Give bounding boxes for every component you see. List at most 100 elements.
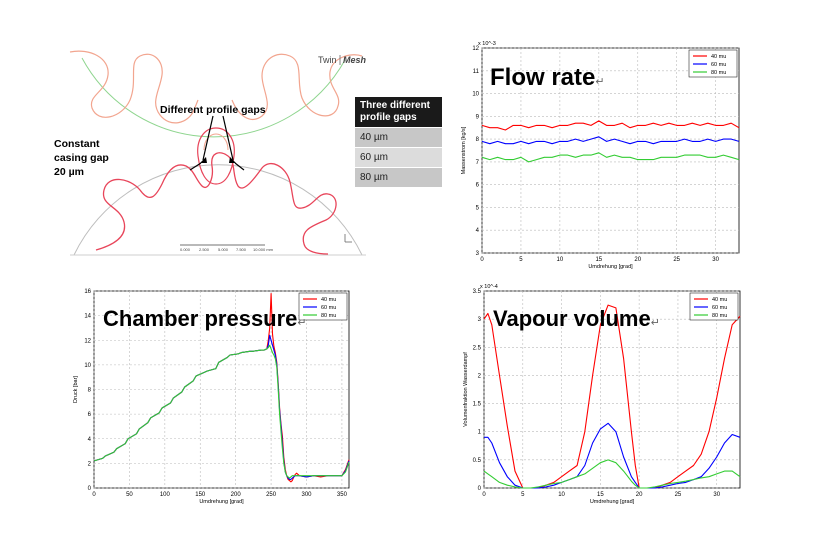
table-row-80: 80 µm	[355, 167, 442, 187]
vapour-y-tick-label: 0	[478, 486, 482, 492]
flow-legend-label: 40 mu	[711, 54, 726, 60]
lower-rotor-profile	[95, 152, 337, 255]
pressure-x-tick-label: 350	[337, 492, 348, 498]
pressure-x-tick-label: 0	[92, 492, 96, 498]
pressure-x-tick-label: 300	[301, 492, 312, 498]
casing-arc-green	[81, 57, 346, 138]
vapour-x-tick-label: 15	[597, 492, 604, 498]
vapour-legend-label: 60 mu	[712, 305, 727, 311]
vapour-x-tick-label: 0	[482, 492, 486, 498]
pressure-series-60-mu	[93, 334, 350, 480]
pressure-y-tick-label: 2	[88, 461, 92, 467]
flow-y-tick-label: 5	[476, 205, 480, 211]
pressure-series-80-mu	[93, 344, 350, 479]
vapour-x-tick-label: 25	[675, 492, 682, 498]
vapour-y-tick-label: 2	[478, 373, 482, 379]
vapour-x-tick-label: 20	[636, 492, 643, 498]
scale-bar: 0.000 2.500 5.000 7.500 10.000 mm	[180, 244, 274, 252]
vapour-y-exponent: x 10^-4	[480, 284, 498, 290]
flow-x-tick-label: 30	[712, 257, 719, 263]
arrow-head-right	[229, 157, 236, 163]
vapour-x-axis-label: Umdrehung [grad]	[590, 499, 635, 505]
flow-y-tick-label: 6	[476, 183, 480, 189]
title-chamber-pressure: Chamber pressure↵	[103, 306, 307, 332]
table-row-40: 40 µm	[355, 127, 442, 147]
label-profile-gaps: Different profile gaps	[160, 104, 266, 116]
vapour-y-tick-label: 2.5	[473, 345, 482, 351]
vapour-series-60-mu	[484, 422, 741, 489]
vapour-y-tick-label: 3	[478, 317, 482, 323]
scale-label-0: 0.000	[180, 247, 191, 252]
flow-y-tick-label: 7	[476, 160, 480, 166]
flow-y-tick-label: 3	[476, 251, 480, 257]
vapour-x-tick-label: 30	[713, 492, 720, 498]
table-header-line2: profile gaps	[360, 112, 417, 123]
pressure-y-tick-label: 16	[84, 289, 91, 295]
flow-series-60-mu	[481, 136, 740, 145]
profile-gap-arrows	[189, 115, 245, 171]
axis-triad-icon	[344, 234, 352, 243]
vapour-legend-label: 80 mu	[712, 313, 727, 319]
flow-x-tick-label: 10	[557, 257, 564, 263]
casing-arc-grey	[73, 164, 363, 256]
flow-x-axis-label: Umdrehung [grad]	[588, 264, 633, 270]
pressure-y-axis-label: Druck [bar]	[73, 376, 79, 403]
vapour-legend-label: 40 mu	[712, 297, 727, 303]
flow-x-tick-label: 0	[480, 257, 484, 263]
vapour-legend-box	[689, 292, 739, 321]
table-row-60: 60 µm	[355, 147, 442, 167]
pressure-x-tick-label: 50	[126, 492, 133, 498]
flow-x-tick-label: 5	[519, 257, 523, 263]
pressure-x-tick-label: 250	[266, 492, 277, 498]
pressure-x-tick-label: 150	[195, 492, 206, 498]
vapour-y-tick-label: 3.5	[473, 289, 482, 295]
flow-y-tick-label: 10	[472, 92, 479, 98]
scale-label-2: 5.000	[218, 247, 229, 252]
paragraph-mark: ↵	[595, 76, 605, 88]
scale-label-4: 10.000 mm	[253, 247, 274, 252]
vapour-x-tick-label: 10	[558, 492, 565, 498]
pressure-x-tick-label: 200	[231, 492, 242, 498]
flow-series-80-mu	[481, 152, 740, 163]
twinmesh-logo-mesh: Mesh	[343, 55, 367, 65]
scale-label-3: 7.500	[236, 247, 247, 252]
flow-x-tick-label: 25	[673, 257, 680, 263]
pressure-y-tick-label: 12	[84, 338, 91, 344]
flow-y-tick-label: 4	[476, 228, 480, 234]
pressure-legend-label: 40 mu	[321, 297, 336, 303]
pressure-y-tick-label: 6	[88, 412, 92, 418]
vapour-series-40-mu	[483, 304, 741, 489]
flow-y-tick-label: 9	[476, 114, 480, 120]
upper-rotor-lobes	[69, 50, 363, 124]
scale-label-1: 2.500	[199, 247, 210, 252]
profile-gap-table-header: Three different profile gaps	[355, 97, 442, 127]
flow-x-tick-label: 15	[595, 257, 602, 263]
flow-series-40-mu	[481, 120, 740, 131]
pressure-y-tick-label: 0	[88, 486, 92, 492]
vapour-y-tick-label: 1.5	[473, 402, 482, 408]
title-chamber-pressure-text: Chamber pressure	[103, 306, 298, 331]
vapour-x-tick-label: 5	[521, 492, 525, 498]
label-casing-gap-line3: 20 µm	[54, 166, 84, 178]
pressure-y-tick-label: 8	[88, 388, 92, 394]
flow-y-tick-label: 8	[476, 137, 480, 143]
pressure-x-axis-label: Umdrehung [grad]	[199, 499, 244, 505]
table-header-line1: Three different	[360, 100, 431, 111]
gate-rotor-inner	[203, 133, 229, 151]
title-flow-rate-text: Flow rate	[490, 64, 596, 91]
title-vapour-volume-text: Vapour volume	[493, 306, 651, 331]
profile-gap-table: Three different profile gaps 40 µm 60 µm…	[355, 97, 442, 187]
flow-y-exponent: x 10^-3	[478, 41, 496, 47]
twinmesh-logo-twin: Twin	[318, 55, 337, 65]
flow-legend-label: 60 mu	[711, 62, 726, 68]
rotor-profile-diagram: Different profile gaps Constant casing g…	[54, 50, 367, 256]
title-flow-rate: Flow rate↵	[490, 64, 605, 92]
pressure-y-tick-label: 10	[84, 363, 91, 369]
flow-y-tick-label: 12	[472, 46, 479, 52]
pressure-y-tick-label: 14	[84, 314, 91, 320]
vapour-y-axis-label: Volumenfraktion Wasserdampf	[463, 352, 469, 427]
label-casing-gap-line1: Constant	[54, 138, 100, 150]
pressure-x-tick-label: 100	[160, 492, 171, 498]
pressure-legend-label: 80 mu	[321, 313, 336, 319]
